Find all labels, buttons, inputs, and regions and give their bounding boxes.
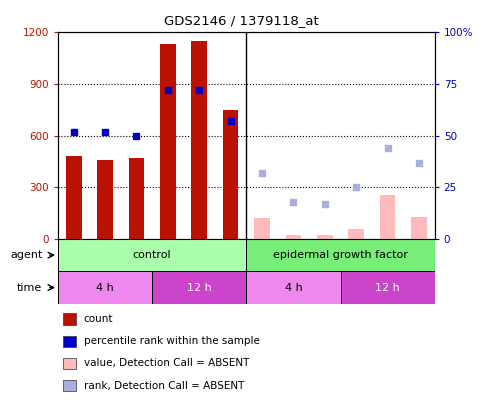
Text: percentile rank within the sample: percentile rank within the sample — [84, 336, 259, 346]
Text: rank, Detection Call = ABSENT: rank, Detection Call = ABSENT — [84, 381, 244, 391]
Bar — [341, 271, 435, 304]
Bar — [128, 158, 144, 239]
Bar — [66, 156, 82, 239]
Bar — [254, 218, 270, 239]
Text: value, Detection Call = ABSENT: value, Detection Call = ABSENT — [84, 358, 249, 369]
Bar — [285, 234, 301, 239]
Bar — [246, 239, 435, 271]
Text: 4 h: 4 h — [96, 283, 114, 292]
Bar — [97, 160, 113, 239]
Bar — [348, 230, 364, 239]
Bar — [411, 217, 427, 239]
Text: 12 h: 12 h — [375, 283, 400, 292]
Bar — [58, 239, 246, 271]
Bar — [246, 271, 341, 304]
Text: count: count — [84, 314, 113, 324]
Text: agent: agent — [10, 250, 43, 260]
Bar — [223, 110, 239, 239]
Text: GDS2146 / 1379118_at: GDS2146 / 1379118_at — [164, 14, 319, 27]
Bar — [191, 41, 207, 239]
Bar — [58, 271, 152, 304]
Text: 4 h: 4 h — [284, 283, 302, 292]
Bar — [380, 195, 396, 239]
Bar — [317, 234, 333, 239]
Text: epidermal growth factor: epidermal growth factor — [273, 250, 408, 260]
Text: control: control — [133, 250, 171, 260]
Bar — [160, 45, 176, 239]
Text: time: time — [17, 283, 43, 292]
Bar — [152, 271, 246, 304]
Text: 12 h: 12 h — [187, 283, 212, 292]
